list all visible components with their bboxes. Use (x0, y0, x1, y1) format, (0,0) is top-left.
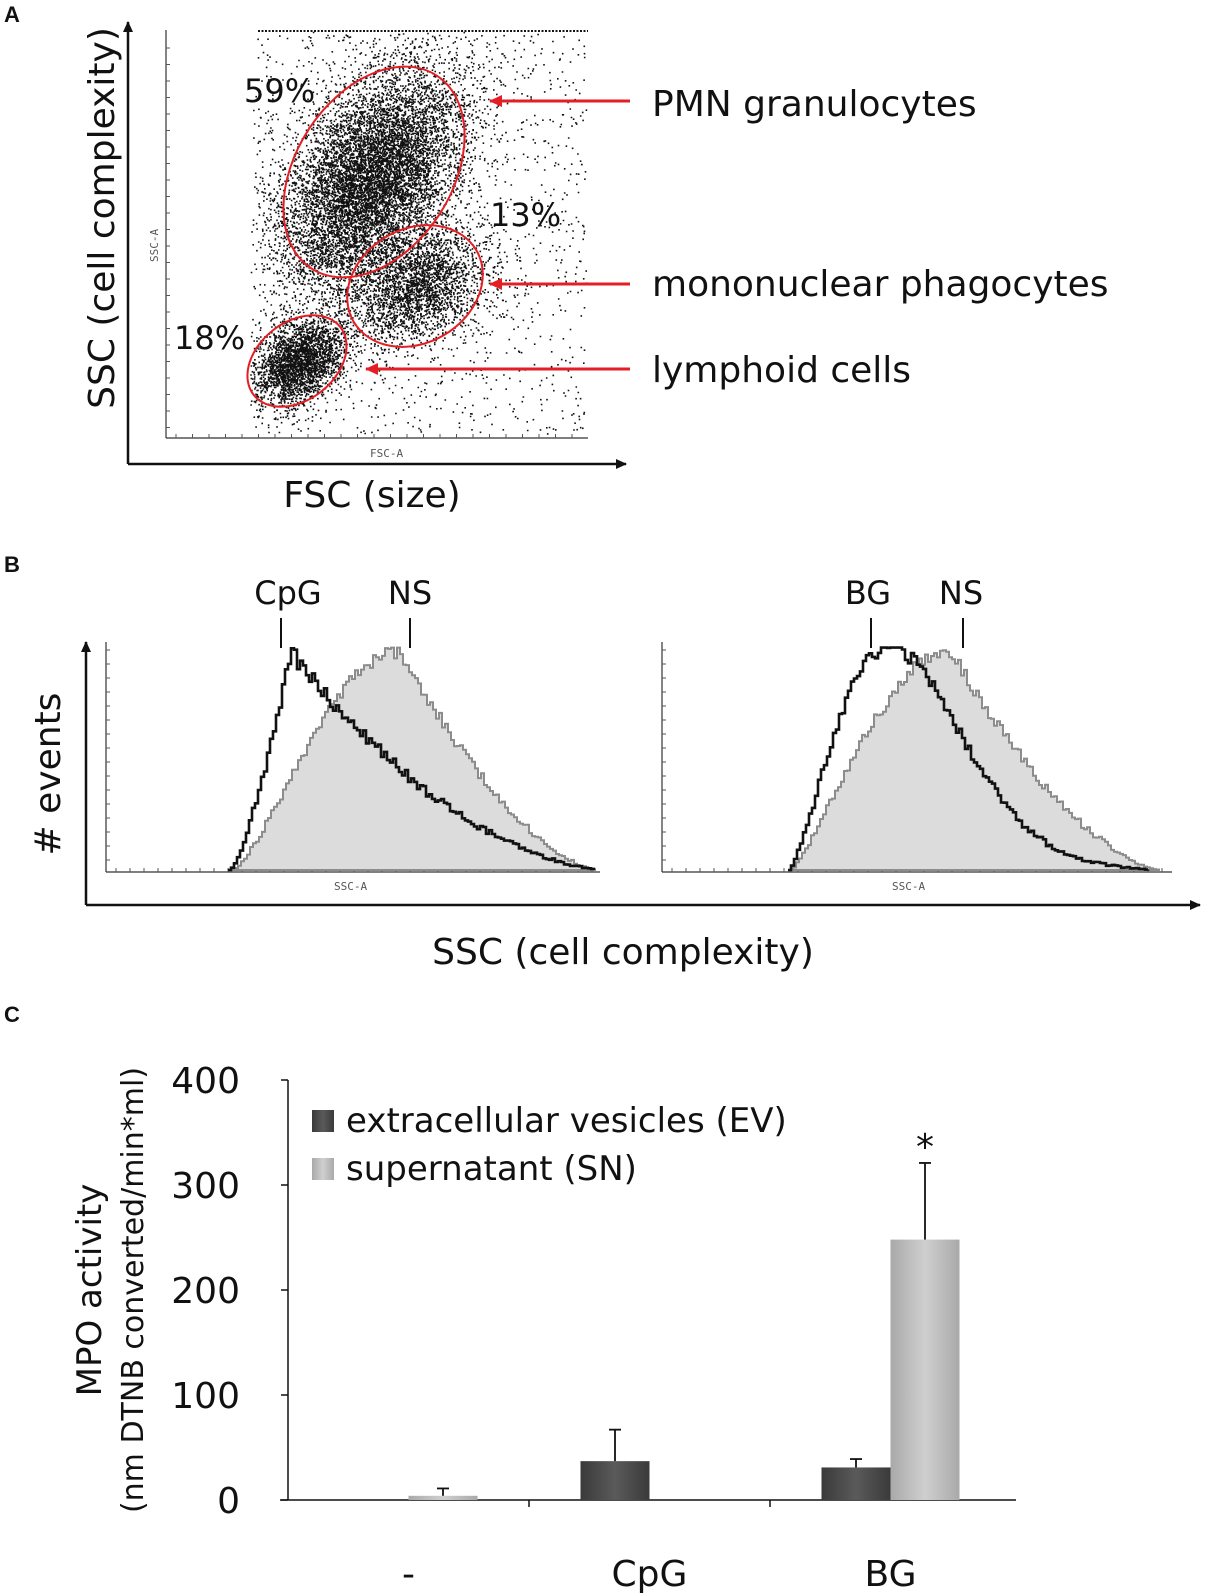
panel-a-instrument-xlabel: FSC-A (370, 447, 403, 460)
bar-y-axis-title-line1: MPO activity (70, 1184, 110, 1397)
gate-lymphoid-cells (246, 314, 348, 408)
peak-label-bg: BG (845, 574, 891, 612)
bar-y-ticks: 0 100 200 300 400 (171, 1061, 288, 1522)
gate-percent-pmn: 59% (244, 72, 315, 110)
gate-name-pmn-granulocytes: PMN granulocytes (652, 84, 977, 125)
peak-label-ns-right: NS (939, 574, 983, 612)
bar-y-axis-title-line2: (nm DTNB converted/min*ml) (116, 1067, 151, 1513)
peak-label-cpg: CpG (254, 574, 321, 612)
panel-a-scatter: FSC-A SSC-A 59% 13% 18% PMN granulocytes… (82, 21, 1109, 516)
hist-right-instrument-xlabel: SSC-A (892, 880, 925, 893)
gate-percent-lymphoid: 18% (174, 319, 245, 357)
panel-b-x-axis-title: SSC (cell complexity) (432, 932, 814, 973)
x-category-label: CpG (612, 1554, 688, 1593)
panel-a-ticks (166, 47, 573, 438)
legend-label-sn: supernatant (SN) (346, 1149, 637, 1189)
legend-swatch-sn (312, 1158, 334, 1180)
panel-a-instrument-ylabel: SSC-A (148, 229, 161, 262)
bar-sn-bg (890, 1239, 960, 1500)
histogram-cpg-vs-ns: CpG NS SSC-A (105, 574, 600, 893)
panel-c-bar-chart: 0 100 200 300 400 - CpG BG * extracellular ves… (70, 1061, 1016, 1593)
bar-ev-bg (821, 1467, 891, 1500)
y-tick-label: 100 (171, 1376, 240, 1417)
bar-x-ticks: - CpG BG (402, 1500, 916, 1593)
y-tick-label: 400 (171, 1061, 240, 1102)
legend-swatch-ev (312, 1110, 334, 1132)
gate-percent-mononuclear: 13% (490, 196, 561, 234)
hist-bg-series (788, 646, 1150, 872)
panel-label-a: A (4, 2, 20, 27)
y-tick-label: 300 (171, 1166, 240, 1207)
hist-ns-series (232, 646, 596, 871)
gate-mononuclear-phagocytes (346, 224, 484, 348)
panel-a-y-axis-title: SSC (cell complexity) (82, 27, 123, 409)
panel-label-b: B (4, 552, 20, 577)
panel-label-c: C (4, 1002, 20, 1027)
y-tick-label: 0 (217, 1481, 240, 1522)
peak-label-ns-left: NS (388, 574, 432, 612)
gate-pmn-granulocytes (282, 65, 466, 279)
hist-cpg-series (228, 647, 596, 872)
gate-name-lymphoid-cells: lymphoid cells (652, 350, 911, 391)
bar-ev-cpg (580, 1461, 650, 1500)
x-category-label: - (402, 1554, 415, 1593)
histogram-bg-vs-ns: BG NS SSC-A (661, 574, 1172, 893)
panel-b-histograms: CpG NS SSC-A BG NS SSC-A SSC (cell compl… (28, 574, 1201, 973)
legend-label-ev: extracellular vesicles (EV) (346, 1101, 787, 1141)
scatter-event-points (250, 31, 588, 435)
significance-marker: * (916, 1127, 934, 1168)
x-category-label: BG (865, 1554, 917, 1593)
hist-left-instrument-xlabel: SSC-A (334, 880, 367, 893)
y-tick-label: 200 (171, 1271, 240, 1312)
panel-a-x-axis-title: FSC (size) (283, 475, 460, 516)
gate-name-mononuclear-phagocytes: mononuclear phagocytes (652, 264, 1109, 305)
bar-sn-none (408, 1495, 478, 1500)
scatter-events (250, 31, 588, 435)
panel-b-y-axis-title: # events (28, 693, 69, 856)
bar-marks: * (408, 1127, 960, 1500)
